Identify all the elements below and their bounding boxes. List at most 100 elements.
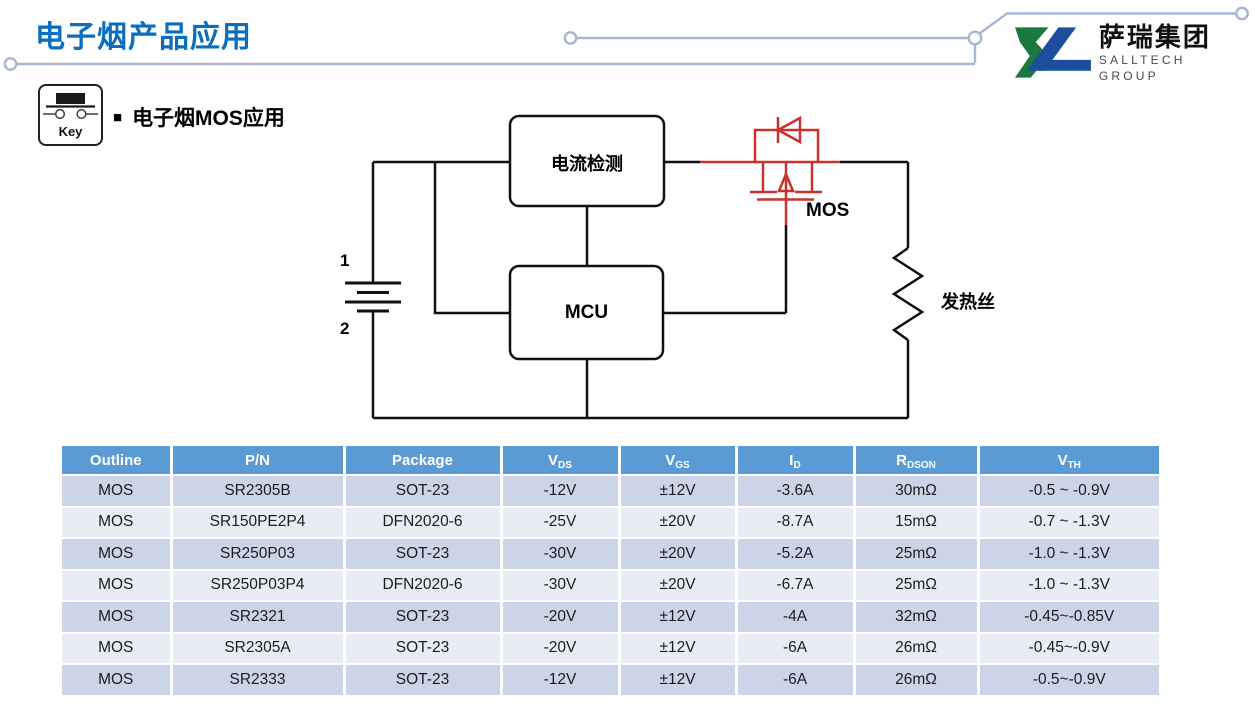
current-sense-block [508,114,666,208]
table-cell: -0.45~-0.85V [978,601,1159,634]
logo-mark-icon [1014,26,1091,78]
mcu-block [508,264,665,361]
table-cell: -4A [736,601,856,634]
key-icon-label: Key [58,124,83,139]
table-row: MOS SR2305A SOT-23 -20V ±12V -6A 26mΩ -0.45~-0.… [62,632,1159,665]
table-cell: SR250P03 [171,538,346,571]
table-cell: 15mΩ [854,506,980,539]
spec-table-container: Outline P/N Package VDS VGS ID RDSON VTH MOS SR2… [62,446,1159,697]
bullet-icon: ■ [113,108,123,126]
trace-node-icon [563,31,578,45]
table-cell: SR2321 [171,601,346,634]
table-cell: -6A [736,632,856,665]
resistor-symbol [891,246,925,342]
table-cell: -3.6A [736,475,856,508]
table-cell: -25V [501,506,621,539]
column-header: VGS [619,446,738,476]
table-cell: -20V [501,632,621,665]
table-cell: DFN2020-6 [344,506,503,539]
table-row: MOS SR250P03 SOT-23 -30V ±20V -5.2A 25mΩ -1.0 ~… [62,538,1159,571]
table-cell: SOT-23 [344,538,503,571]
table-cell: -30V [501,569,621,602]
section-heading-text: 电子烟MOS应用 [132,107,285,130]
column-header: VDS [501,446,621,476]
wire [433,162,510,315]
table-cell: -0.45~-0.9V [978,632,1159,665]
table-cell: -6A [736,664,856,697]
battery-symbol [345,281,401,313]
table-row: MOS SR2333 SOT-23 -12V ±12V -6A 26mΩ -0.5~-0.9V [62,664,1159,697]
table-cell: MOS [62,601,173,634]
table-cell: SOT-23 [344,601,503,634]
table-cell: 30mΩ [854,475,980,508]
table-cell: -12V [501,664,621,697]
current-sense-label: 电流检测 [551,154,623,174]
trace-node-icon [967,30,983,46]
column-header: Package [344,446,503,476]
table-cell: -12V [501,475,621,508]
table-row: MOS SR2321 SOT-23 -20V ±12V -4A 32mΩ -0.45~-0.8… [62,601,1159,634]
table-cell: ±12V [619,601,738,634]
table-cell: 26mΩ [854,664,980,697]
table-cell: MOS [62,538,173,571]
column-header: ID [736,446,856,476]
column-header: RDSON [854,446,980,476]
logo-name-cn: 萨瑞集团 [1098,22,1211,52]
trace-node-icon [1235,6,1249,21]
table-cell: MOS [62,506,173,539]
table-row: MOS SR250P03P4 DFN2020-6 -30V ±20V -6.7A 25mΩ -… [62,569,1159,602]
decorative-trace [3,6,1249,71]
mos-label: MOS [806,200,850,221]
battery-pin1-label: 1 [340,251,350,270]
table-cell: SR2333 [171,664,346,697]
push-button-symbol-icon [43,93,98,120]
table-cell: -30V [501,538,621,571]
table-cell: SOT-23 [344,664,503,697]
column-header: P/N [171,446,346,476]
table-cell: MOS [62,664,173,697]
table-cell: -6.7A [736,569,856,602]
mcu-label: MCU [564,302,609,323]
table-cell: ±12V [619,475,738,508]
mosfet-symbol [700,115,840,225]
table-cell: -0.5 ~ -0.9V [978,475,1159,508]
page-title: 电子烟产品应用 [35,21,252,54]
table-cell: ±20V [619,538,738,571]
table-cell: 32mΩ [854,601,980,634]
key-icon: Key [38,84,103,146]
table-cell: -0.5~-0.9V [978,664,1159,697]
table-cell: -0.7 ~ -1.3V [978,506,1159,539]
table-cell: SR150PE2P4 [171,506,346,539]
trace-node-icon [3,57,18,71]
table-cell: MOS [62,632,173,665]
header-row: Outline P/N Package VDS VGS ID RDSON VTH [62,446,1159,476]
circuit-diagram [345,114,925,420]
column-header: Outline [62,446,173,476]
table-cell: DFN2020-6 [344,569,503,602]
table-cell: -20V [501,601,621,634]
table-row: MOS SR150PE2P4 DFN2020-6 -25V ±20V -8.7A 15mΩ -… [62,506,1159,539]
table-cell: -1.0 ~ -1.3V [978,569,1159,602]
table-cell: SR2305A [171,632,346,665]
table-cell: ±12V [619,664,738,697]
table-cell: ±20V [619,506,738,539]
table-cell: -8.7A [736,506,856,539]
logo-name-en: SALLTECH GROUP [1098,53,1186,83]
table-cell: SOT-23 [344,632,503,665]
column-header: VTH [978,446,1159,476]
table-cell: ±20V [619,569,738,602]
spec-table: Outline P/N Package VDS VGS ID RDSON VTH MOS SR2… [62,446,1159,697]
battery-pin2-label: 2 [340,319,350,338]
table-row: MOS SR2305B SOT-23 -12V ±12V -3.6A 30mΩ -0.5 ~ … [62,475,1159,508]
table-cell: -5.2A [736,538,856,571]
logo: 萨瑞集团 SALLTECH GROUP [1014,22,1250,84]
table-cell: SR250P03P4 [171,569,346,602]
table-cell: ±12V [619,632,738,665]
table-cell: 25mΩ [854,569,980,602]
table-cell: SOT-23 [344,475,503,508]
table-cell: 25mΩ [854,538,980,571]
table-cell: SR2305B [171,475,346,508]
spec-table-head: Outline P/N Package VDS VGS ID RDSON VTH [62,446,1159,476]
table-cell: 26mΩ [854,632,980,665]
heater-wire-label: 发热丝 [941,292,995,312]
